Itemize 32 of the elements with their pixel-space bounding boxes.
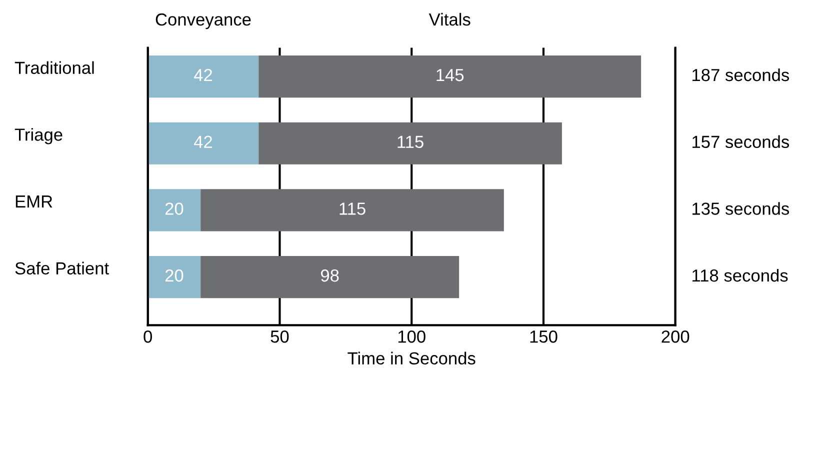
series-label: Vitals (428, 12, 470, 26)
data-label: 98 (320, 269, 339, 282)
y-tick-label: Safe Patient (15, 262, 109, 275)
y-tick-label: EMR (16, 196, 52, 208)
text: 157 seconds (692, 135, 790, 148)
bar (200, 189, 504, 232)
bar (200, 256, 460, 298)
text: 187 seconds (692, 68, 790, 82)
x-axis-title: Time in Seconds (348, 352, 476, 365)
x-tick-label: 50 (270, 330, 289, 343)
y-tick-label: Triage (14, 128, 62, 144)
text: 118 seconds (692, 268, 788, 282)
x-tick-label: 100 (398, 330, 426, 343)
data-label: 20 (165, 202, 184, 215)
y-tick-label: Traditional (14, 61, 94, 74)
x-tick-label: 200 (662, 330, 690, 343)
data-label: 42 (194, 136, 212, 148)
data-label: 42 (194, 68, 212, 82)
bar (258, 55, 642, 98)
data-label: 115 (340, 202, 366, 215)
x-tick-label: 150 (530, 330, 558, 343)
series-label: Conveyance (156, 13, 251, 30)
text: 135 seconds (692, 202, 790, 215)
x-tick-label: 0 (144, 330, 152, 343)
bar (258, 122, 562, 164)
bar (148, 189, 201, 232)
data-label: 145 (436, 69, 464, 82)
data-label: 20 (165, 269, 184, 282)
data-label: 115 (398, 136, 424, 148)
bar (148, 256, 201, 298)
bar (148, 122, 259, 164)
bar (148, 55, 259, 98)
